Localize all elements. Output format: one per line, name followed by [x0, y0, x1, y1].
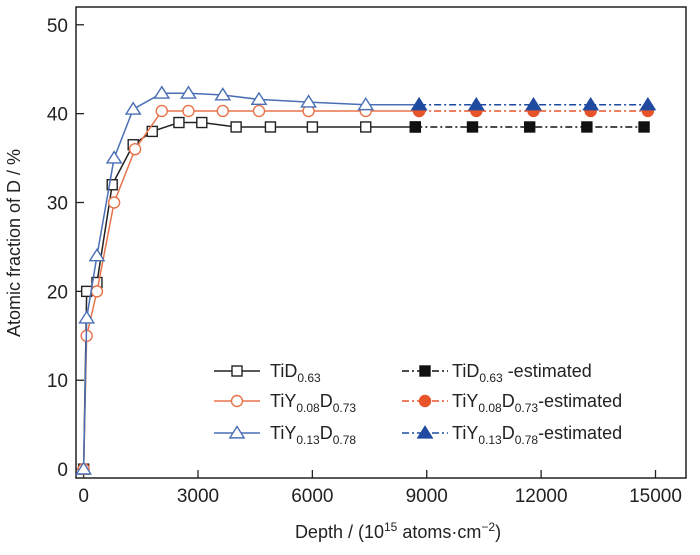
series-3 — [75, 85, 428, 475]
legend-marker — [416, 425, 434, 439]
data-point — [153, 85, 171, 99]
legend-item: TiY0.13D0.78 — [214, 423, 356, 447]
series-4 — [409, 121, 650, 133]
data-point — [107, 196, 121, 209]
legend-label: TiD0.63 — [270, 361, 321, 385]
data-point — [409, 121, 422, 133]
y-tick-label: 10 — [47, 371, 68, 392]
data-point — [128, 142, 142, 156]
data-point — [88, 248, 106, 262]
legend-label: TiY0.08D0.73 — [270, 391, 356, 415]
data-point — [306, 121, 319, 133]
data-point — [252, 104, 266, 118]
data-point — [582, 96, 600, 111]
x-tick-label: 6000 — [291, 486, 333, 507]
legend-item: TiD0.63 -estimated — [402, 361, 592, 385]
data-point — [182, 104, 195, 118]
legend-label: TiY0.13D0.78 — [270, 423, 356, 447]
data-point — [196, 116, 208, 129]
legend-label: TiY0.08D0.73-estimated — [452, 391, 622, 415]
y-axis-title: Atomic fraction of D / % — [4, 149, 24, 337]
x-tick-label: 9000 — [406, 486, 448, 507]
x-tick-label: 15000 — [629, 486, 682, 507]
data-point — [124, 101, 142, 115]
data-point — [300, 94, 317, 108]
data-point — [106, 179, 118, 191]
legend: TiD0.63 TiY0.08D0.73 TiY0.13D0.78 TiD0.63 -… — [214, 361, 622, 447]
legend-marker — [231, 365, 243, 377]
legend-marker — [228, 425, 246, 439]
x-tick-label: 0 — [78, 486, 89, 507]
data-point — [216, 104, 229, 118]
data-point — [523, 121, 536, 133]
legend-marker — [230, 394, 244, 408]
legend-item: TiY0.08D0.73-estimated — [402, 391, 622, 415]
data-point — [525, 96, 542, 111]
x-tick-label: 3000 — [177, 486, 219, 507]
axis-ticks: 0 3000 6000 9000 12000 15000 0 10 20 30 40 50 — [47, 16, 682, 507]
series-6 — [410, 96, 657, 111]
data-point — [250, 91, 268, 105]
data-point — [357, 96, 375, 111]
series-1 — [77, 116, 422, 475]
plot-frame — [75, 6, 687, 479]
data-point — [214, 87, 232, 101]
legend-label: TiD0.63 -estimated — [452, 361, 592, 385]
data-point — [180, 85, 197, 99]
series-line — [82, 92, 420, 470]
y-tick-label: 50 — [47, 16, 68, 37]
y-tick-label: 40 — [47, 105, 68, 126]
y-tick-label: 20 — [47, 282, 68, 303]
legend-label: TiY0.13D0.78-estimated — [452, 423, 622, 447]
series-layer — [75, 85, 657, 476]
data-point — [230, 121, 242, 133]
x-tick-label: 12000 — [515, 486, 568, 507]
data-point — [360, 121, 372, 133]
legend-marker — [419, 365, 431, 377]
data-point — [581, 121, 593, 133]
legend-marker — [418, 394, 432, 408]
series-2 — [77, 104, 426, 476]
data-point — [264, 121, 277, 133]
data-point — [639, 96, 657, 111]
series-line — [82, 121, 416, 470]
data-point — [75, 461, 93, 475]
data-point — [467, 96, 485, 111]
legend-item: TiD0.63 — [214, 361, 321, 385]
data-point — [105, 150, 123, 164]
data-point — [173, 116, 185, 129]
data-point — [638, 121, 650, 133]
data-point — [155, 104, 168, 118]
data-point — [410, 96, 428, 111]
data-point — [146, 125, 158, 138]
legend-item: TiY0.13D0.78-estimated — [402, 423, 622, 447]
y-tick-label: 30 — [47, 194, 68, 215]
data-point — [90, 285, 104, 298]
data-point — [466, 121, 479, 133]
series-line — [82, 110, 420, 470]
legend-item: TiY0.08D0.73 — [214, 391, 356, 415]
data-point — [78, 310, 96, 324]
y-tick-label: 0 — [57, 460, 68, 481]
x-axis-title: Depth / (1015 atoms·cm−2) — [295, 520, 501, 542]
